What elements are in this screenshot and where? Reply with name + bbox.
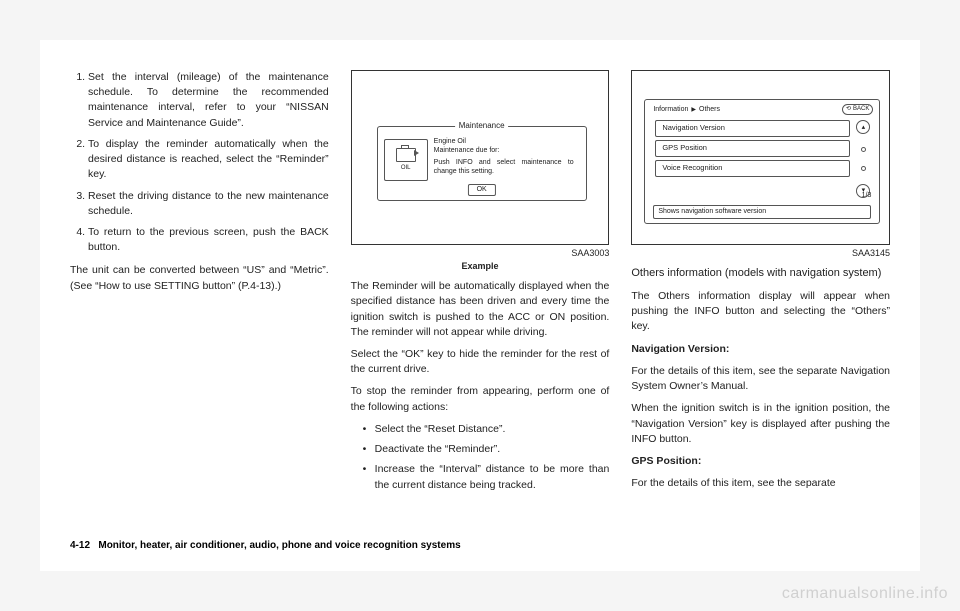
watermark: carmanualsonline.info xyxy=(782,585,948,603)
reminder-p3: To stop the reminder from appearing, per… xyxy=(351,384,610,414)
maintenance-steps: Set the interval (mileage) of the mainte… xyxy=(70,70,329,255)
maintenance-dialog: Maintenance OIL Engine Oil Maintenance d… xyxy=(377,126,587,201)
menu-item-voice[interactable]: Voice Recognition xyxy=(655,160,850,177)
column-3: Information ▶ Others ⟲ BACK Navigation V… xyxy=(631,70,890,532)
footer-title: Monitor, heater, air conditioner, audio,… xyxy=(98,540,460,551)
step-2: To display the reminder automatically wh… xyxy=(88,137,329,183)
others-p1: The Others information display will appe… xyxy=(631,289,890,335)
back-button[interactable]: ⟲ BACK xyxy=(842,104,873,115)
gps-p1: For the details of this item, see the se… xyxy=(631,476,890,491)
dialog-text: Engine Oil Maintenance due for: Push INF… xyxy=(434,137,574,176)
columns-wrap: Set the interval (mileage) of the mainte… xyxy=(70,70,890,532)
ok-button[interactable]: OK xyxy=(468,184,496,196)
menu-list: Navigation Version GPS Position Voice Re… xyxy=(655,120,850,180)
dialog-line1: Engine Oil xyxy=(434,137,574,146)
bullet-deactivate: Deactivate the “Reminder”. xyxy=(363,442,610,457)
back-arrow-icon: ⟲ xyxy=(846,105,851,114)
column-2: Maintenance OIL Engine Oil Maintenance d… xyxy=(351,70,610,532)
reminder-p1: The Reminder will be automatically displ… xyxy=(351,279,610,340)
gps-heading: GPS Position: xyxy=(631,454,890,469)
reminder-p2: Select the “OK” key to hide the reminder… xyxy=(351,347,610,377)
dialog-line2: Maintenance due for: xyxy=(434,146,574,155)
column-1: Set the interval (mileage) of the mainte… xyxy=(70,70,329,532)
nav-screen: Information ▶ Others ⟲ BACK Navigation V… xyxy=(644,99,880,224)
nav-version-heading: Navigation Version: xyxy=(631,342,890,357)
figure-others-menu: Information ▶ Others ⟲ BACK Navigation V… xyxy=(631,70,890,245)
scroll-up-icon[interactable]: ▴ xyxy=(856,120,870,134)
others-subhead: Others information (models with navigati… xyxy=(631,266,890,282)
step-3: Reset the driving distance to the new ma… xyxy=(88,189,329,219)
menu-item-nav-version[interactable]: Navigation Version xyxy=(655,120,850,137)
unit-convert-note: The unit can be converted between “US” a… xyxy=(70,263,329,293)
breadcrumb: Information ▶ Others xyxy=(653,105,720,115)
manual-page: Set the interval (mileage) of the mainte… xyxy=(40,40,920,571)
page-footer: 4-12 Monitor, heater, air conditioner, a… xyxy=(70,540,890,551)
oil-icon-box: OIL xyxy=(384,139,428,181)
nav-version-p2: When the ignition switch is in the ignit… xyxy=(631,401,890,447)
figure-code-1: SAA3003 xyxy=(351,247,610,260)
nav-version-p1: For the details of this item, see the se… xyxy=(631,364,890,394)
reminder-bullets: Select the “Reset Distance”. Deactivate … xyxy=(351,422,610,493)
dialog-title: Maintenance xyxy=(455,120,509,132)
scroll-controls: ▴ ▾ xyxy=(853,120,873,198)
page-number: 4-12 xyxy=(70,540,90,551)
dialog-line3: Push INFO and select maintenance to chan… xyxy=(434,158,574,176)
page-indicator: 1/3 xyxy=(862,191,872,201)
figure-maintenance-reminder: Maintenance OIL Engine Oil Maintenance d… xyxy=(351,70,610,245)
bullet-increase: Increase the “Interval” distance to be m… xyxy=(363,462,610,492)
status-bar: Shows navigation software version xyxy=(653,205,871,219)
scroll-dot-icon xyxy=(861,166,866,171)
scroll-dot-icon xyxy=(861,147,866,152)
menu-item-gps[interactable]: GPS Position xyxy=(655,140,850,157)
oil-label: OIL xyxy=(401,164,411,173)
bullet-reset: Select the “Reset Distance”. xyxy=(363,422,610,437)
crumb-others: Others xyxy=(699,105,720,115)
back-label: BACK xyxy=(853,105,869,114)
chevron-right-icon: ▶ xyxy=(691,106,696,115)
step-1: Set the interval (mileage) of the mainte… xyxy=(88,70,329,131)
example-label: Example xyxy=(351,260,610,273)
oil-can-icon xyxy=(396,148,416,162)
step-4: To return to the previous screen, push t… xyxy=(88,225,329,255)
crumb-info: Information xyxy=(653,105,688,115)
figure-code-2: SAA3145 xyxy=(631,247,890,260)
